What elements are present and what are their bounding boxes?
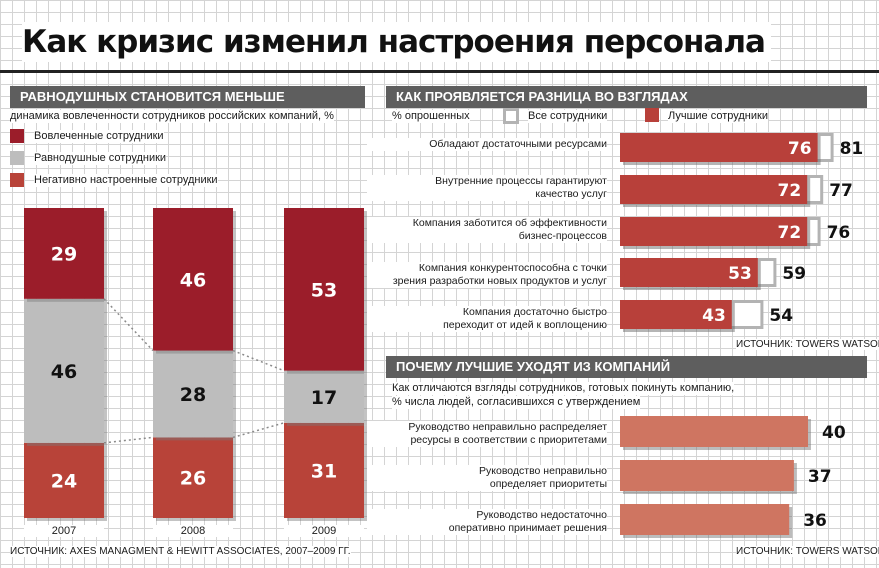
- best-value-label: 72: [778, 181, 802, 201]
- all-value-label: 81: [840, 139, 864, 159]
- right-top-source: ИСТОЧНИК: TOWERS WATSON: [736, 339, 879, 350]
- left-subtitle: динамика вовлеченности сотрудников росси…: [10, 110, 334, 123]
- stack-value-label: 46: [51, 361, 77, 383]
- legend-swatch-best: [645, 108, 659, 122]
- compare-label-0: Обладают достаточными ресурсами: [367, 138, 607, 151]
- all-value-label: 54: [769, 306, 793, 326]
- stack-value-label: 24: [51, 470, 77, 492]
- stack-value-label: 26: [180, 468, 206, 490]
- legend-swatch-engaged: [10, 129, 24, 143]
- stack-segment-2009-2: [284, 208, 364, 371]
- best-value-label: 53: [728, 264, 752, 284]
- right-bottom-source: ИСТОЧНИК: TOWERS WATSON: [736, 546, 879, 557]
- stack-segment-2009-1: [284, 370, 364, 423]
- legend-label-engaged: Вовлеченные сотрудники: [34, 130, 164, 143]
- leave-label-0: Руководство неправильно распределяет ресу…: [367, 421, 607, 447]
- leave-subtitle-line-2: % числа людей, согласившихся с утвержден…: [392, 396, 641, 409]
- best-employees-bar: [620, 217, 808, 246]
- legend-label-best: Лучшие сотрудники: [668, 110, 768, 123]
- compare-label-1: Внутренние процессы гарантируют качество …: [367, 175, 607, 201]
- stack-connector: [103, 436, 154, 444]
- best-employees-bar: [620, 133, 818, 162]
- stack-segment-2007-0: [24, 442, 104, 518]
- right-bottom-section-header: ПОЧЕМУ ЛУЧШИЕ УХОДЯТ ИЗ КОМПАНИЙ: [386, 356, 867, 378]
- left-section-header: РАВНОДУШНЫХ СТАНОВИТСЯ МЕНЬШЕ: [10, 86, 365, 108]
- leave-reason-bar: [620, 416, 808, 447]
- leave-label-2: Руководство недостаточно оперативно прини…: [367, 509, 607, 535]
- stack-segment-2007-2: [24, 208, 104, 299]
- best-employees-bar: [620, 175, 808, 204]
- leave-label-1: Руководство неправильно определяет приори…: [367, 465, 607, 491]
- stack-connector: [232, 422, 285, 439]
- compare-label-2: Компания заботится об эффективности бизне…: [367, 217, 607, 243]
- best-value-label: 76: [788, 139, 812, 159]
- leave-reason-bar: [620, 504, 790, 535]
- compare-label-4: Компания достаточно быстро переходит от и…: [367, 306, 607, 332]
- leave-value-label: 37: [808, 467, 832, 487]
- legend-swatch-negative: [10, 173, 24, 187]
- stack-value-label: 53: [311, 279, 337, 301]
- stack-value-label: 29: [51, 243, 77, 265]
- leave-value-label: 36: [803, 511, 827, 531]
- unit-label: % опрошенных: [392, 110, 470, 123]
- stack-value-label: 17: [311, 387, 337, 409]
- legend-swatch-all: [503, 108, 519, 124]
- legend-label-all: Все сотрудники: [528, 110, 608, 123]
- right-top-section-header: КАК ПРОЯВЛЯЕТСЯ РАЗНИЦА ВО ВЗГЛЯДАХ: [386, 86, 867, 108]
- stack-connector: [103, 298, 154, 352]
- best-value-label: 43: [702, 306, 726, 326]
- stack-segment-2009-0: [284, 422, 364, 518]
- best-employees-bar: [620, 300, 732, 329]
- stack-connector: [232, 349, 285, 372]
- best-value-label: 72: [778, 223, 802, 243]
- legend-label-indifferent: Равнодушные сотрудники: [34, 152, 167, 165]
- x-tick-label-2008: 2008: [153, 525, 233, 537]
- stack-segment-2008-0: [153, 437, 233, 518]
- stack-segment-2008-2: [153, 208, 233, 351]
- leave-value-label: 40: [822, 423, 846, 443]
- leave-reason-bar: [620, 460, 794, 491]
- all-value-label: 59: [782, 264, 806, 284]
- compare-label-3: Компания конкурентоспособна с точки зрени…: [367, 262, 607, 288]
- stack-segment-2008-1: [153, 350, 233, 438]
- x-tick-label-2009: 2009: [284, 525, 364, 537]
- leave-subtitle-line-1: Как отличаются взгляды сотрудников, гото…: [392, 382, 735, 395]
- all-value-label: 76: [827, 223, 851, 243]
- legend-label-negative: Негативно настроенные сотрудники: [34, 174, 218, 187]
- legend-swatch-indifferent: [10, 151, 24, 165]
- stack-value-label: 31: [311, 460, 337, 482]
- page-title: Как кризис изменил настроения персонала: [22, 22, 771, 62]
- left-source: ИСТОЧНИК: AXES MANAGMENT & HEWITT ASSOCI…: [10, 546, 351, 557]
- x-tick-label-2007: 2007: [24, 525, 104, 537]
- stack-value-label: 46: [180, 269, 206, 291]
- all-value-label: 77: [829, 181, 853, 201]
- best-employees-bar: [620, 258, 758, 287]
- title-divider: [0, 70, 879, 73]
- stack-segment-2007-1: [24, 298, 104, 443]
- stack-value-label: 28: [180, 384, 206, 406]
